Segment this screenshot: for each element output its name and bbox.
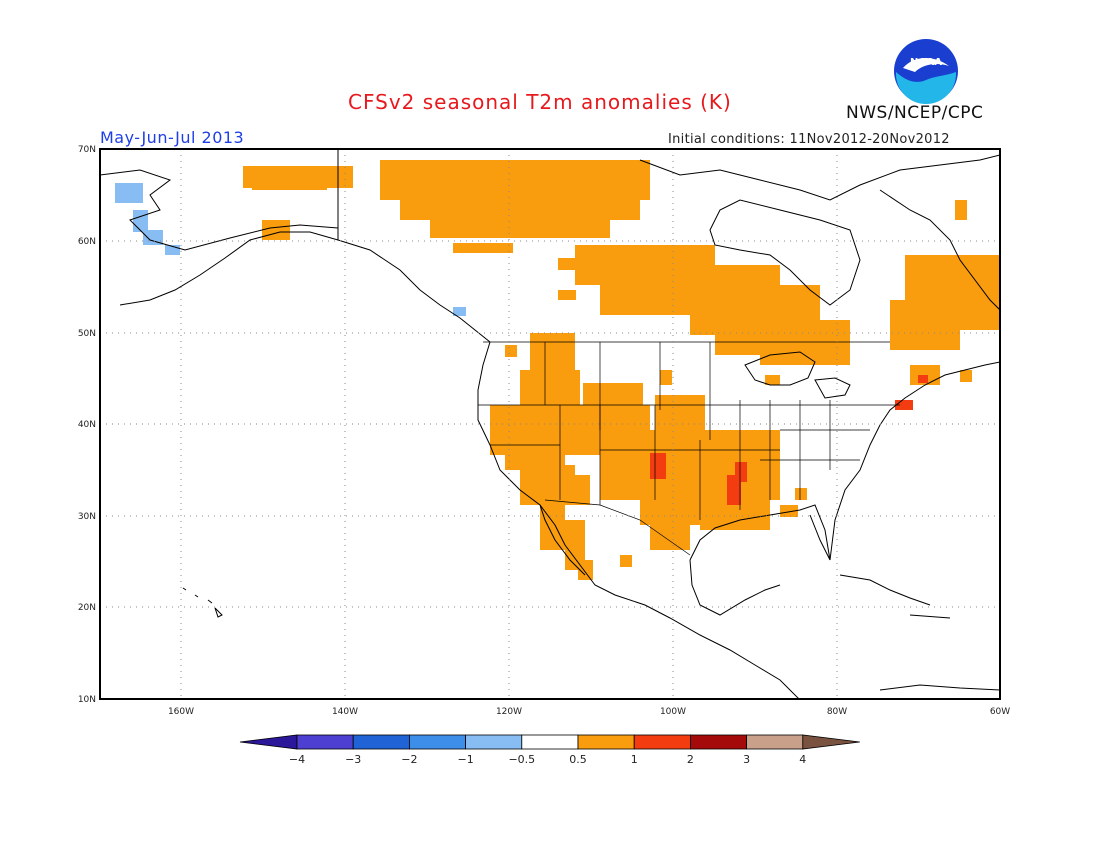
colorbar-label: 4 — [799, 753, 806, 766]
lon-label-100w: 100W — [660, 707, 686, 717]
colorbar-swatch — [352, 734, 410, 750]
lon-label-160w: 160W — [168, 707, 194, 717]
colorbar-label: 3 — [743, 753, 750, 766]
forecast-period: May-Jun-Jul 2013 — [100, 128, 245, 147]
colorbar-label: 1 — [631, 753, 638, 766]
political-borders — [478, 341, 900, 556]
lon-label-140w: 140W — [332, 707, 358, 717]
colorbar-swatch — [746, 734, 804, 750]
colorbar-swatch — [577, 734, 635, 750]
colorbar-swatch — [521, 734, 579, 750]
latitude-labels: 70N 60N 50N 40N 30N 20N 10N — [78, 145, 96, 705]
lat-label-60n: 60N — [78, 237, 96, 247]
colorbar: −4 −3 −2 −1 −0.5 0.5 1 2 3 4 — [239, 734, 860, 766]
lat-label-70n: 70N — [78, 145, 96, 155]
lon-label-120w: 120W — [496, 707, 522, 717]
colorbar-label: −1 — [457, 753, 473, 766]
lat-label-30n: 30N — [78, 512, 96, 522]
lat-label-40n: 40N — [78, 420, 96, 430]
coastlines — [100, 149, 1000, 699]
colorbar-arrow-max — [802, 734, 860, 750]
colorbar-label: −2 — [401, 753, 417, 766]
colorbar-label: −3 — [345, 753, 361, 766]
logo-text: NOAA — [910, 57, 942, 68]
lat-label-50n: 50N — [78, 329, 96, 339]
colorbar-arrow-min — [239, 734, 298, 750]
colorbar-swatch — [408, 734, 466, 750]
lon-label-80w: 80W — [827, 707, 847, 717]
lat-label-20n: 20N — [78, 603, 96, 613]
colorbar-label: 0.5 — [569, 753, 587, 766]
lat-lon-grid — [100, 149, 1000, 699]
noaa-logo: NOAA — [894, 39, 958, 104]
colorbar-swatch — [296, 734, 354, 750]
lat-label-10n: 10N — [78, 695, 96, 705]
colorbar-swatch — [690, 734, 748, 750]
colorbar-label: −0.5 — [508, 753, 535, 766]
lon-label-60w: 60W — [990, 707, 1010, 717]
longitude-labels: 160W 140W 120W 100W 80W 60W — [168, 707, 1010, 717]
anomaly-fill-layer — [115, 160, 1000, 580]
colorbar-swatch — [465, 734, 523, 750]
initial-conditions: Initial conditions: 11Nov2012-20Nov2012 — [668, 132, 950, 147]
colorbar-swatch — [633, 734, 691, 750]
colorbar-label: 2 — [687, 753, 694, 766]
map-title: CFSv2 seasonal T2m anomalies (K) — [348, 90, 732, 114]
colorbar-label: −4 — [289, 753, 305, 766]
agency-label: NWS/NCEP/CPC — [846, 103, 984, 123]
map-frame — [99, 148, 1001, 700]
